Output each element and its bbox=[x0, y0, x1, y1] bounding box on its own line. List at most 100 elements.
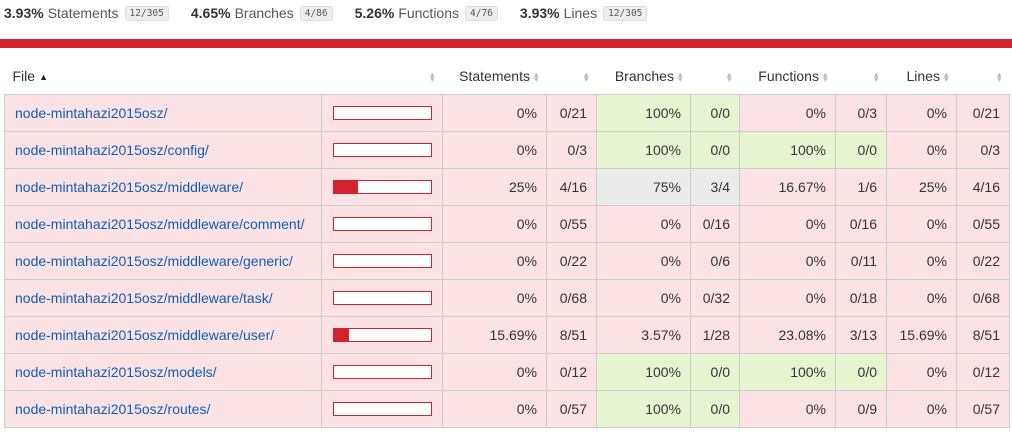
functions-fraction-cell: 1/6 bbox=[835, 168, 887, 206]
statements-percent-cell: 0% bbox=[442, 205, 547, 243]
file-cell: node-mintahazi2015osz/middleware/generic… bbox=[4, 242, 322, 280]
file-link[interactable]: node-mintahazi2015osz/middleware/task/ bbox=[15, 290, 273, 306]
lines-column-header[interactable]: Lines ▴ ▾ bbox=[887, 58, 957, 95]
lines-fraction-cell: 0/55 bbox=[956, 205, 1010, 243]
functions-percent-cell: 100% bbox=[739, 353, 836, 391]
table-row: node-mintahazi2015osz/models/0% 0/12 100% 0… bbox=[4, 353, 1010, 391]
branches-percent-cell: 100% bbox=[596, 390, 691, 428]
summary-label: Branches bbox=[234, 5, 294, 21]
coverage-bar bbox=[333, 291, 432, 305]
coverage-bar-cell bbox=[321, 94, 443, 132]
functions-percent-cell: 0% bbox=[739, 390, 836, 428]
branches-fraction-cell: 3/4 bbox=[690, 168, 740, 206]
file-link[interactable]: node-mintahazi2015osz/config/ bbox=[15, 142, 209, 158]
summary-label: Statements bbox=[47, 5, 119, 21]
coverage-bar-fill bbox=[334, 181, 359, 193]
statements-fraction-cell: 0/12 bbox=[546, 353, 597, 391]
coverage-bar bbox=[333, 402, 432, 416]
table-row: node-mintahazi2015osz/middleware/generic… bbox=[4, 242, 1010, 280]
table-row: node-mintahazi2015osz/0% 0/21 100% 0/0 0% 0/3… bbox=[4, 94, 1010, 132]
statements-fraction-cell: 0/68 bbox=[546, 279, 597, 317]
statements-percent-cell: 0% bbox=[442, 242, 547, 280]
sort-icon: ▴ ▾ bbox=[429, 69, 435, 85]
lines-fraction-cell: 0/22 bbox=[956, 242, 1010, 280]
summary-percent: 3.93% bbox=[519, 5, 560, 21]
coverage-summary: 3.93% Statements 12/305 4.65% Branches 4/86 5.… bbox=[0, 0, 1012, 26]
file-cell: node-mintahazi2015osz/middleware/user/ bbox=[4, 316, 322, 354]
functions-percent-cell: 0% bbox=[739, 94, 836, 132]
coverage-bar bbox=[333, 180, 432, 194]
summary-item-functions: 5.26% Functions 4/76 bbox=[355, 5, 498, 21]
branches-column-header[interactable]: Branches ▴ ▾ bbox=[597, 58, 691, 95]
statements-header-label: Statements bbox=[459, 68, 530, 84]
file-link[interactable]: node-mintahazi2015osz/ bbox=[15, 105, 168, 121]
branches-fraction-cell: 0/16 bbox=[690, 205, 740, 243]
file-link[interactable]: node-mintahazi2015osz/middleware/ bbox=[15, 179, 244, 195]
statements-fraction-column-header[interactable]: ▴ ▾ bbox=[547, 58, 597, 95]
file-link[interactable]: node-mintahazi2015osz/middleware/comment… bbox=[15, 216, 305, 232]
statements-percent-cell: 15.69% bbox=[442, 316, 547, 354]
summary-label: Lines bbox=[563, 5, 598, 21]
coverage-bar-cell bbox=[321, 353, 443, 391]
sort-icon: ▴ ▾ bbox=[996, 69, 1002, 85]
branches-percent-cell: 75% bbox=[596, 168, 691, 206]
branches-percent-cell: 100% bbox=[596, 94, 691, 132]
statements-percent-cell: 0% bbox=[442, 94, 547, 132]
header-row: File ▲ ▴ ▾ Statements ▴ ▾ ▴ ▾ Branches ▴ ▾ ▴ ▾ F… bbox=[5, 58, 1010, 95]
lines-percent-cell: 0% bbox=[886, 94, 957, 132]
functions-fraction-cell: 0/3 bbox=[835, 94, 887, 132]
file-link[interactable]: node-mintahazi2015osz/middleware/user/ bbox=[15, 327, 275, 343]
branches-fraction-cell: 0/32 bbox=[690, 279, 740, 317]
coverage-bar-cell bbox=[321, 242, 443, 280]
statements-percent-cell: 0% bbox=[442, 131, 547, 169]
functions-fraction-cell: 0/9 bbox=[835, 390, 887, 428]
table-row: node-mintahazi2015osz/config/0% 0/3 100% 0/… bbox=[4, 131, 1010, 169]
summary-item-branches: 4.65% Branches 4/86 bbox=[191, 5, 333, 21]
lines-fraction-cell: 0/21 bbox=[956, 94, 1010, 132]
branches-percent-cell: 100% bbox=[596, 353, 691, 391]
file-link[interactable]: node-mintahazi2015osz/routes/ bbox=[15, 401, 211, 417]
statements-column-header[interactable]: Statements ▴ ▾ bbox=[443, 58, 547, 95]
functions-fraction-cell: 3/13 bbox=[835, 316, 887, 354]
lines-percent-cell: 0% bbox=[886, 131, 957, 169]
file-cell: node-mintahazi2015osz/middleware/comment… bbox=[4, 205, 322, 243]
functions-percent-cell: 16.67% bbox=[739, 168, 836, 206]
summary-item-statements: 3.93% Statements 12/305 bbox=[4, 5, 169, 21]
summary-percent: 3.93% bbox=[4, 5, 44, 21]
table-row: node-mintahazi2015osz/middleware/25% 4/16… bbox=[4, 168, 1010, 206]
functions-fraction-column-header[interactable]: ▴ ▾ bbox=[836, 58, 887, 95]
lines-fraction-cell: 0/12 bbox=[956, 353, 1010, 391]
file-header-label: File bbox=[12, 68, 36, 84]
statements-percent-cell: 25% bbox=[442, 168, 547, 206]
functions-fraction-cell: 0/18 bbox=[835, 279, 887, 317]
coverage-bar-column-header[interactable]: ▴ ▾ bbox=[322, 58, 443, 95]
functions-percent-cell: 0% bbox=[739, 242, 836, 280]
coverage-bar-cell bbox=[321, 279, 443, 317]
lines-percent-cell: 0% bbox=[886, 353, 957, 391]
statements-percent-cell: 0% bbox=[442, 390, 547, 428]
summary-percent: 4.65% bbox=[190, 5, 231, 21]
sort-icon: ▴ ▾ bbox=[533, 69, 539, 85]
file-column-header[interactable]: File ▲ bbox=[5, 58, 322, 95]
lines-percent-cell: 15.69% bbox=[886, 316, 957, 354]
branches-fraction-cell: 0/0 bbox=[690, 131, 740, 169]
lines-fraction-cell: 8/51 bbox=[956, 316, 1010, 354]
coverage-bar-cell bbox=[321, 390, 443, 428]
functions-percent-cell: 0% bbox=[739, 279, 836, 317]
file-cell: node-mintahazi2015osz/middleware/task/ bbox=[4, 279, 322, 317]
summary-fraction: 12/305 bbox=[124, 5, 169, 21]
sort-ascending-icon: ▲ bbox=[39, 72, 48, 83]
branches-percent-cell: 0% bbox=[596, 242, 691, 280]
summary-fraction: 4/86 bbox=[299, 5, 333, 21]
lines-percent-cell: 0% bbox=[886, 242, 957, 280]
coverage-bar bbox=[333, 365, 432, 379]
file-link[interactable]: node-mintahazi2015osz/models/ bbox=[15, 364, 217, 380]
file-link[interactable]: node-mintahazi2015osz/middleware/generic… bbox=[15, 253, 293, 269]
branches-fraction-cell: 0/0 bbox=[690, 353, 740, 391]
status-bar bbox=[0, 39, 1012, 48]
lines-fraction-column-header[interactable]: ▴ ▾ bbox=[957, 58, 1010, 95]
sort-icon: ▴ ▾ bbox=[583, 69, 589, 85]
functions-column-header[interactable]: Functions ▴ ▾ bbox=[740, 58, 836, 95]
coverage-bar bbox=[333, 143, 432, 157]
branches-fraction-column-header[interactable]: ▴ ▾ bbox=[691, 58, 740, 95]
